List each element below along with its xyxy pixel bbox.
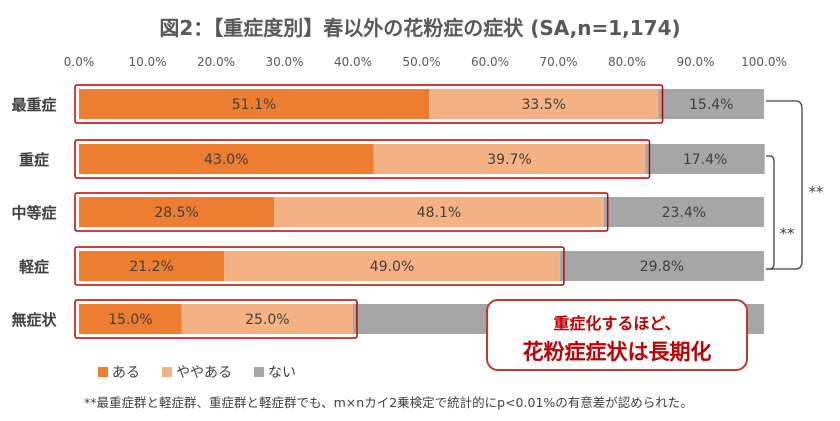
bar-segment: [658, 89, 764, 119]
legend-swatch: [254, 367, 264, 377]
category-label: 無症状: [11, 311, 57, 329]
bar-segment: [79, 89, 430, 119]
data-label: 49.0%: [370, 259, 414, 275]
legend-label: ややある: [176, 365, 232, 381]
data-label: 23.4%: [662, 205, 706, 221]
data-label: 48.1%: [417, 205, 461, 221]
data-label: 28.5%: [154, 205, 198, 221]
category-label: 軽症: [19, 258, 49, 276]
significance-bracket-inner: [766, 155, 775, 270]
data-label: 39.7%: [487, 152, 531, 168]
bar-segment: [181, 304, 353, 334]
legend-item: ない: [254, 362, 296, 382]
category-label: 重症: [19, 151, 49, 169]
chart-title: 図2：【重症度別】春以外の花粉症の症状 (SA,n=1,174): [159, 16, 681, 40]
data-label: 33.5%: [522, 97, 566, 113]
x-tick-label: 10.0%: [128, 55, 166, 69]
highlight-box: [74, 139, 651, 179]
significance-label: **: [780, 225, 796, 243]
data-label: 51.1%: [232, 97, 276, 113]
bar-segment: [79, 304, 182, 334]
highlight-box: [74, 192, 609, 232]
significance-label: **: [809, 183, 825, 201]
bar-segment: [79, 144, 374, 174]
x-tick-label: 50.0%: [402, 55, 440, 69]
bar-segment: [373, 144, 646, 174]
highlight-box: [74, 299, 358, 339]
bar-segment: [79, 251, 225, 281]
legend-item: ある: [98, 362, 140, 382]
footnote: **最重症群と軽症群、重症群と軽症群でも、m×nカイ2乗検定で統計的にp<0.0…: [84, 395, 693, 410]
data-label: 17.4%: [683, 152, 727, 168]
bar-segment: [429, 89, 659, 119]
legend-swatch: [162, 367, 172, 377]
callout-box: 重症化するほど、 花粉症症状は長期化: [486, 299, 748, 371]
legend-item: ややある: [162, 362, 232, 382]
legend-label: ない: [268, 365, 296, 381]
bar-segment: [559, 251, 764, 281]
x-tick-label: 20.0%: [197, 55, 235, 69]
data-label: 29.8%: [640, 259, 684, 275]
bar-segment: [79, 197, 275, 227]
bars: [79, 89, 765, 334]
category-label: 最重症: [11, 96, 56, 114]
x-tick-label: 80.0%: [608, 55, 646, 69]
x-tick-label: 60.0%: [471, 55, 509, 69]
data-label: 15.4%: [689, 97, 733, 113]
bar-segment: [645, 144, 765, 174]
data-labels: 51.1% 33.5% 15.4% 43.0% 39.7% 17.4% 28.5% 48.1%…: [108, 97, 733, 328]
legend-swatch: [98, 367, 108, 377]
bar-segment: [224, 251, 560, 281]
x-tick-label: 40.0%: [334, 55, 372, 69]
highlight-box: [74, 246, 565, 286]
x-tick-label: 0.0%: [64, 55, 95, 69]
x-tick-label: 70.0%: [539, 55, 577, 69]
bar-segment: [603, 197, 764, 227]
x-axis-ticks: 0.0% 10.0% 20.0% 30.0% 40.0% 50.0% 60.0% 70.0% 8…: [64, 55, 787, 69]
x-tick-label: 100.0%: [741, 55, 787, 69]
x-tick-label: 90.0%: [676, 55, 714, 69]
x-tick-label: 30.0%: [265, 55, 303, 69]
callout-line1: 重症化するほど、: [553, 314, 681, 333]
significance-brackets: ** **: [766, 100, 825, 270]
category-label: 中等症: [11, 204, 56, 222]
legend-label: ある: [112, 365, 140, 381]
highlight-boxes: [74, 84, 664, 339]
callout-line2: 花粉症症状は長期化: [522, 340, 712, 364]
significance-bracket-outer: [766, 100, 803, 270]
bar-segment: [274, 197, 604, 227]
highlight-box: [74, 84, 664, 124]
data-label: 15.0%: [108, 312, 152, 328]
data-label: 25.0%: [245, 312, 289, 328]
data-label: 43.0%: [204, 152, 248, 168]
legend: ある ややある ない: [98, 362, 296, 382]
data-label: 21.2%: [129, 259, 173, 275]
